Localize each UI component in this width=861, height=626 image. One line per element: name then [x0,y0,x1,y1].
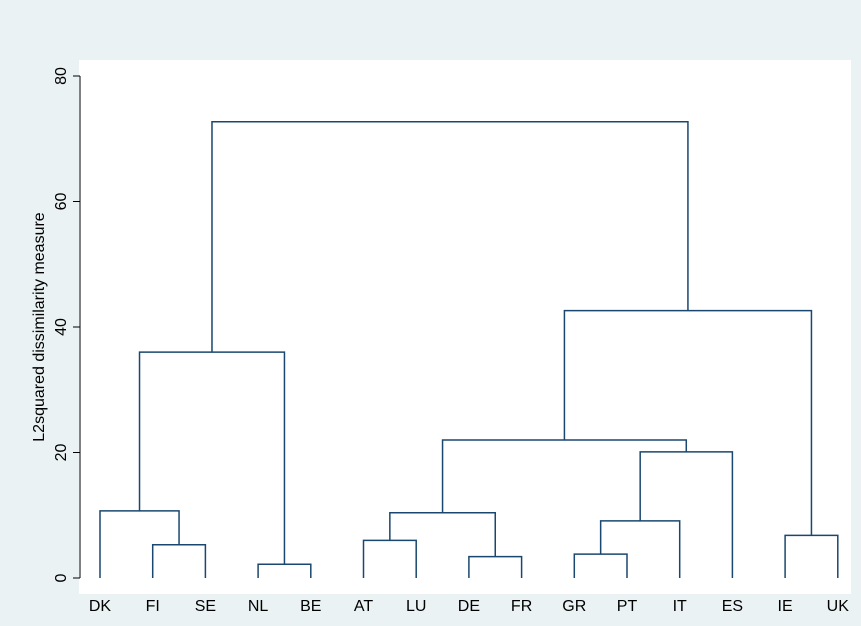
x-tick-label: NL [248,598,269,615]
x-tick-label: LU [406,598,426,615]
x-tick-label: IT [673,598,687,615]
y-tick-label: 60 [53,193,70,211]
x-tick-label: BE [300,598,321,615]
x-tick-label: DE [458,598,480,615]
y-axis-label: L2squared dissimilarity measure [31,212,48,442]
y-tick-label: 0 [53,573,70,582]
x-tick-label: GR [562,598,586,615]
dendrogram-link [99,510,180,578]
y-tick-label: 80 [53,67,70,85]
y-tick-label: 40 [53,318,70,336]
y-tick-label: 20 [53,444,70,462]
x-tick-label: SE [195,598,216,615]
x-tick-label: FI [146,598,160,615]
dendrogram-link [211,121,689,353]
plot-area [79,60,851,594]
x-tick-label: UK [827,598,850,615]
dendrogram-link [599,520,681,578]
x-tick-label: PT [617,598,638,615]
x-tick-label: AT [354,598,373,615]
x-tick-label: DK [89,598,112,615]
x-tick-label: IE [778,598,793,615]
x-tick-label: FR [511,598,532,615]
x-tick-label: ES [722,598,743,615]
